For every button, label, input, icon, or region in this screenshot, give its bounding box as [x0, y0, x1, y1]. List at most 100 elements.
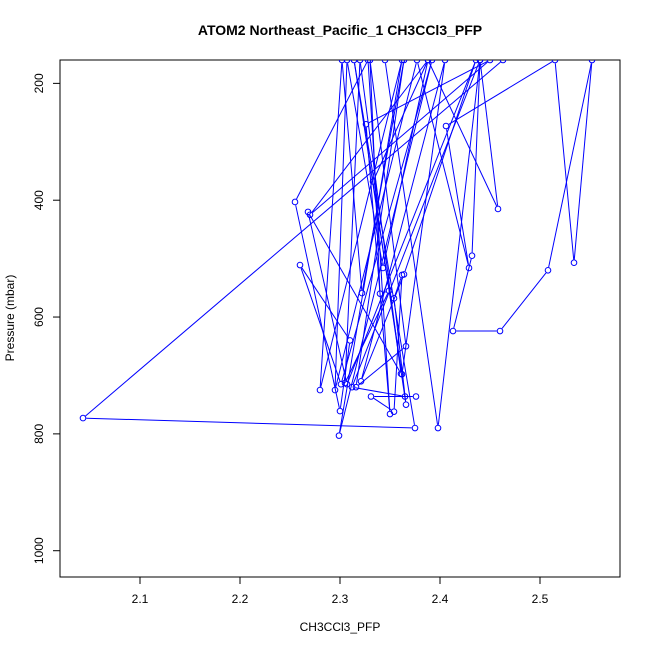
data-point — [401, 393, 409, 400]
data-point — [411, 424, 419, 432]
data-point — [291, 198, 299, 206]
data-point — [472, 60, 480, 64]
data-point — [570, 259, 578, 267]
data-point — [336, 407, 344, 415]
series-segment — [334, 63, 348, 387]
data-point — [352, 383, 360, 391]
data-point — [366, 60, 374, 64]
x-tick-label: 2.2 — [232, 592, 249, 606]
data-point — [442, 122, 450, 130]
chart-title: ATOM2 Northeast_Pacific_1 CH3CCl3_PFP — [198, 22, 482, 38]
data-point — [386, 410, 394, 418]
y-axis: 200 400 600 800 1000 — [32, 73, 61, 564]
data-point — [357, 377, 365, 385]
y-tick-label: 800 — [32, 424, 46, 444]
data-point — [350, 60, 358, 64]
data-point — [358, 289, 366, 297]
data-point — [494, 205, 502, 213]
data-point — [390, 295, 398, 302]
series-segment — [554, 63, 575, 260]
x-tick-label: 2.5 — [532, 592, 549, 606]
data-point — [496, 327, 504, 335]
y-tick-label: 1000 — [32, 537, 46, 564]
plot-frame — [59, 59, 621, 578]
series-segment — [355, 63, 405, 384]
data-point — [296, 261, 304, 269]
y-tick-label: 200 — [32, 73, 46, 93]
series-segment — [394, 277, 402, 296]
series-segment — [384, 63, 439, 425]
x-tick-label: 2.4 — [432, 592, 449, 606]
data-point — [369, 178, 377, 185]
series-segment — [446, 129, 469, 265]
data-point — [544, 267, 552, 274]
series-segment — [361, 277, 404, 379]
series-segment — [471, 63, 481, 253]
data-point — [468, 252, 476, 260]
data-point — [476, 60, 484, 64]
series-segment — [344, 63, 361, 380]
data-point — [499, 60, 507, 64]
series-segment — [308, 214, 347, 382]
series-segment — [362, 63, 404, 290]
x-tick-label: 2.3 — [332, 592, 349, 606]
data-point — [465, 264, 473, 272]
data-point — [346, 337, 354, 344]
data-point — [331, 386, 339, 394]
data-point — [304, 208, 312, 216]
data-point — [79, 414, 87, 422]
data-point — [379, 264, 387, 272]
data-point — [402, 342, 410, 350]
x-axis-label: CH3CCl3_PFP — [300, 620, 381, 634]
series-segment — [361, 63, 445, 379]
data-point — [343, 60, 351, 64]
data-point — [398, 60, 406, 64]
series-segment — [573, 63, 593, 260]
series-segment — [341, 63, 432, 382]
series-segment — [301, 267, 349, 338]
series-segment — [311, 62, 427, 213]
data-point — [400, 60, 408, 64]
y-tick-label: 600 — [32, 307, 46, 327]
data-point — [316, 386, 324, 394]
data-point — [441, 60, 449, 64]
data-point — [364, 60, 372, 64]
data-point — [343, 380, 351, 388]
series-segment — [501, 272, 547, 329]
data-point — [398, 370, 406, 378]
data-point — [449, 327, 457, 335]
data-point — [486, 60, 494, 64]
data-point — [428, 60, 436, 64]
series-segment — [479, 63, 499, 206]
data-point — [402, 401, 410, 408]
series-segment — [404, 62, 476, 272]
series-segment — [373, 397, 392, 411]
data-point — [348, 383, 356, 391]
series-segment — [341, 63, 363, 290]
data-point — [381, 60, 389, 64]
data-point — [434, 424, 442, 432]
series-segment — [354, 63, 402, 372]
series-segment — [367, 63, 391, 411]
series-segment — [369, 63, 407, 344]
series-segment — [300, 268, 341, 382]
data-point — [412, 393, 420, 400]
series-segment — [85, 61, 501, 417]
data-point — [376, 290, 384, 297]
x-tick-label: 2.1 — [132, 592, 149, 606]
series-segment — [365, 127, 391, 411]
x-axis: 2.1 2.2 2.3 2.4 2.5 — [132, 576, 549, 606]
data-point — [335, 432, 343, 439]
series-segment — [448, 61, 553, 125]
y-axis-label: Pressure (mbar) — [3, 275, 17, 362]
y-tick-label: 400 — [32, 190, 46, 210]
data-point — [413, 60, 421, 64]
series-segment — [548, 63, 592, 268]
series-segment — [401, 63, 446, 372]
series-segment — [358, 347, 404, 386]
series-segment — [320, 63, 402, 387]
series-layer — [79, 60, 596, 439]
series-segment — [428, 62, 498, 207]
series-segment — [437, 63, 481, 425]
